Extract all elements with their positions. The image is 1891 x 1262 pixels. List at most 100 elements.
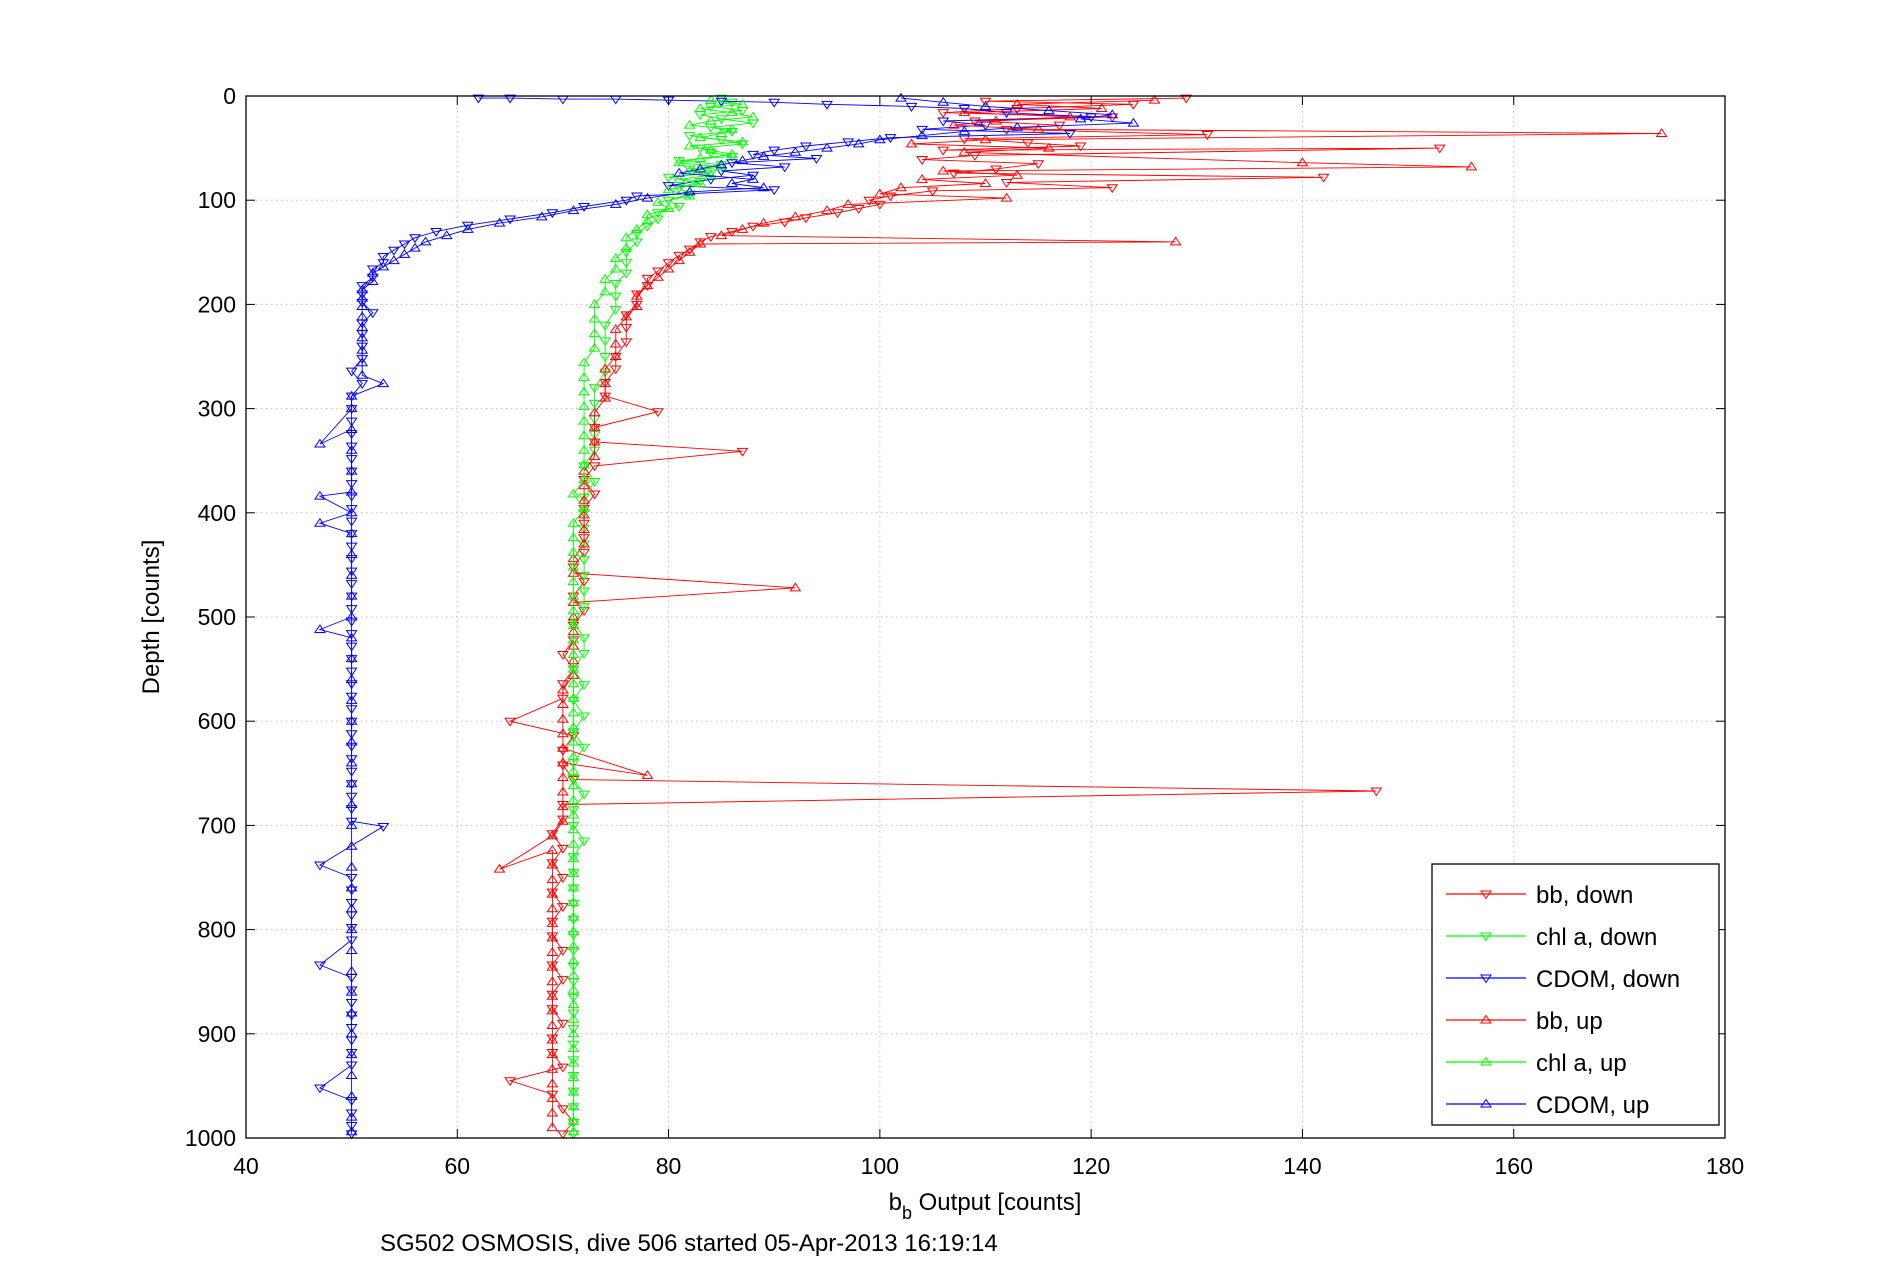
data-point (652, 408, 664, 418)
data-point (641, 209, 654, 219)
data-point (778, 163, 791, 173)
data-point (567, 882, 580, 892)
data-point (567, 663, 580, 673)
data-point (1021, 139, 1034, 149)
data-point (694, 103, 707, 113)
data-point (345, 632, 358, 642)
data-point (345, 1028, 358, 1038)
data-point (641, 222, 654, 232)
x-axis-title-main: b (889, 1189, 902, 1216)
data-point (345, 424, 358, 433)
data-point (620, 311, 633, 321)
y-tick-label: 100 (198, 187, 236, 213)
data-point (715, 159, 728, 169)
data-point (958, 146, 971, 156)
data-point (567, 517, 580, 527)
data-point (578, 712, 590, 722)
data-point (937, 146, 950, 156)
data-point (620, 259, 633, 269)
data-point (620, 242, 633, 252)
legend: bb, down chl a, down CDOM, down bb, up chl a… (1431, 863, 1720, 1126)
data-point (916, 125, 929, 135)
data-point (1064, 111, 1076, 121)
data-point (567, 634, 580, 644)
data-point (895, 182, 907, 192)
data-point (641, 280, 654, 290)
data-point (1011, 98, 1024, 108)
data-point (314, 961, 326, 971)
data-point (578, 386, 590, 396)
data-point (314, 861, 326, 871)
data-point (736, 136, 749, 146)
legend-item: CDOM, up (1446, 1092, 1649, 1119)
legend-item: bb, up (1446, 1008, 1603, 1035)
data-point (588, 342, 601, 352)
data-point (567, 576, 580, 586)
data-point (609, 365, 622, 375)
data-point (1095, 103, 1108, 113)
data-point (578, 524, 590, 533)
x-tick-label: 160 (1495, 1153, 1533, 1179)
data-point (366, 265, 379, 275)
data-point (345, 569, 358, 579)
data-point (958, 107, 971, 117)
data-point (567, 926, 580, 936)
data-point (345, 840, 358, 850)
data-point (609, 292, 622, 302)
data-point (567, 940, 580, 950)
data-point (546, 888, 559, 898)
data-point (567, 546, 580, 556)
data-point (546, 1107, 559, 1117)
data-point (683, 119, 696, 129)
data-point (546, 1049, 559, 1059)
data-point (588, 313, 601, 323)
data-point (567, 1086, 580, 1096)
data-point (345, 799, 358, 809)
data-point (789, 146, 802, 156)
data-point (768, 146, 781, 156)
data-point (345, 903, 358, 913)
data-point (588, 399, 601, 409)
data-point (578, 503, 590, 513)
data-point (556, 976, 569, 986)
data-point (366, 276, 379, 285)
data-point (1433, 144, 1446, 154)
data-point (736, 155, 749, 165)
data-point (662, 184, 675, 194)
data-point (409, 242, 421, 252)
data-point (567, 707, 580, 717)
legend-item: chl a, up (1446, 1050, 1627, 1077)
data-point (821, 142, 833, 152)
data-point (652, 267, 664, 277)
data-point (578, 430, 590, 440)
data-point (578, 607, 590, 617)
y-tick-label: 700 (198, 812, 236, 838)
data-point (1042, 105, 1055, 115)
data-point (578, 556, 590, 566)
data-point (578, 571, 590, 581)
data-point (662, 263, 675, 273)
data-point (1064, 130, 1076, 139)
data-point (736, 223, 749, 233)
data-point (1465, 161, 1478, 171)
data-point (609, 306, 622, 316)
data-point (662, 173, 675, 183)
data-point (789, 582, 802, 592)
data-point (704, 94, 717, 104)
data-point (556, 801, 569, 811)
data-point (504, 215, 517, 225)
data-point (345, 392, 358, 402)
data-point (1074, 113, 1087, 123)
data-point (546, 1063, 559, 1073)
data-point (567, 1115, 580, 1125)
data-point (345, 1126, 358, 1136)
data-point (556, 699, 569, 709)
data-point (630, 192, 643, 202)
x-tick-label: 100 (861, 1153, 899, 1179)
data-point (1011, 105, 1024, 114)
x-tick-label: 80 (656, 1153, 682, 1179)
legend-label: chl a, up (1536, 1050, 1627, 1077)
data-point (345, 1090, 358, 1100)
data-point (673, 157, 686, 167)
data-point (556, 874, 569, 883)
